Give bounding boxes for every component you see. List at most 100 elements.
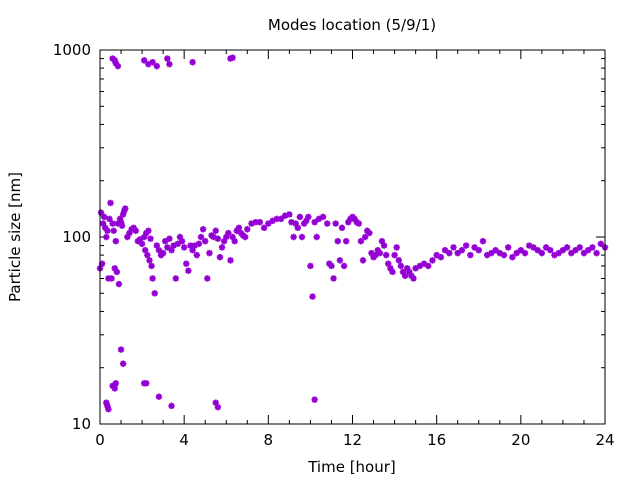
data-point — [202, 237, 209, 245]
data-point — [273, 215, 280, 223]
data-point — [189, 246, 196, 254]
data-point — [112, 380, 119, 387]
data-point — [170, 242, 177, 249]
data-point — [233, 227, 240, 234]
data-point — [248, 220, 255, 227]
data-point — [204, 275, 211, 282]
data-point — [559, 246, 567, 254]
data-point — [225, 229, 232, 237]
data-point — [334, 237, 341, 245]
data-point — [155, 393, 163, 400]
x-axis-label: Time [hour] — [307, 458, 396, 476]
data-point — [458, 246, 466, 254]
data-point — [389, 268, 396, 276]
data-point — [351, 215, 358, 223]
data-point — [97, 209, 105, 216]
data-point — [589, 244, 596, 251]
data-point — [168, 246, 175, 254]
data-point — [227, 257, 234, 264]
data-point — [126, 229, 133, 237]
data-point — [534, 246, 541, 254]
data-point — [580, 249, 588, 257]
data-point — [140, 57, 148, 64]
data-point — [116, 215, 124, 223]
data-point — [441, 246, 449, 254]
data-point — [332, 220, 339, 227]
data-point — [117, 346, 125, 353]
data-point — [166, 60, 173, 68]
x-tick-label: 0 — [95, 431, 105, 449]
data-point — [340, 262, 348, 270]
data-point — [117, 218, 125, 226]
data-point — [199, 226, 207, 233]
data-point — [118, 222, 126, 229]
data-point — [176, 233, 184, 241]
data-point — [142, 246, 149, 254]
data-point — [315, 215, 323, 223]
data-point — [241, 233, 249, 241]
axis-ticks: 0 4 8 12 16 20 24 10 100 1000 — [53, 41, 615, 449]
data-point — [164, 244, 171, 251]
data-point — [132, 227, 139, 234]
data-point — [433, 251, 440, 259]
data-point — [155, 246, 163, 254]
data-point — [521, 249, 529, 257]
data-point — [281, 212, 289, 219]
data-point — [146, 257, 153, 264]
data-point — [385, 260, 392, 267]
data-point — [509, 253, 516, 261]
data-point — [378, 237, 386, 245]
data-point — [547, 246, 554, 254]
data-point — [342, 237, 350, 245]
data-point — [372, 251, 379, 259]
data-point — [138, 240, 146, 247]
data-point — [130, 224, 137, 231]
data-point — [412, 265, 419, 272]
data-point — [149, 275, 156, 282]
data-point — [311, 218, 318, 226]
data-point — [397, 262, 405, 270]
data-point — [102, 224, 109, 231]
data-point — [359, 257, 367, 264]
x-tick-label: 8 — [264, 431, 274, 449]
x-tick-label: 20 — [511, 431, 530, 449]
data-point — [212, 399, 219, 406]
data-point — [260, 224, 268, 231]
data-point — [148, 262, 155, 270]
data-point — [391, 251, 398, 259]
data-point — [380, 242, 388, 249]
data-point — [229, 233, 236, 241]
data-point — [101, 213, 108, 221]
data-point — [393, 244, 400, 251]
data-point — [568, 249, 575, 257]
data-point — [584, 246, 592, 254]
data-point — [144, 251, 151, 259]
data-point — [542, 244, 550, 251]
data-point — [446, 249, 453, 257]
data-point — [597, 240, 604, 247]
data-point — [119, 360, 127, 367]
data-point — [145, 60, 152, 68]
x-tick-label: 4 — [179, 431, 189, 449]
data-point — [526, 242, 533, 249]
y-tick-label: 1000 — [53, 41, 91, 59]
data-point — [496, 249, 503, 257]
data-point — [114, 62, 122, 70]
data-point — [404, 265, 411, 272]
data-point — [538, 249, 546, 257]
data-point — [114, 220, 122, 227]
data-point — [153, 62, 161, 70]
data-point — [530, 244, 537, 251]
data-point — [99, 220, 107, 227]
y-tick-label: 10 — [72, 415, 91, 433]
data-point — [164, 55, 171, 62]
data-point — [420, 260, 428, 267]
data-point — [500, 251, 508, 259]
data-point — [450, 244, 457, 251]
data-point — [410, 275, 417, 282]
data-point — [111, 57, 118, 64]
data-point — [551, 251, 558, 259]
data-point — [112, 59, 119, 67]
data-point — [376, 249, 384, 257]
data-point — [111, 265, 118, 272]
